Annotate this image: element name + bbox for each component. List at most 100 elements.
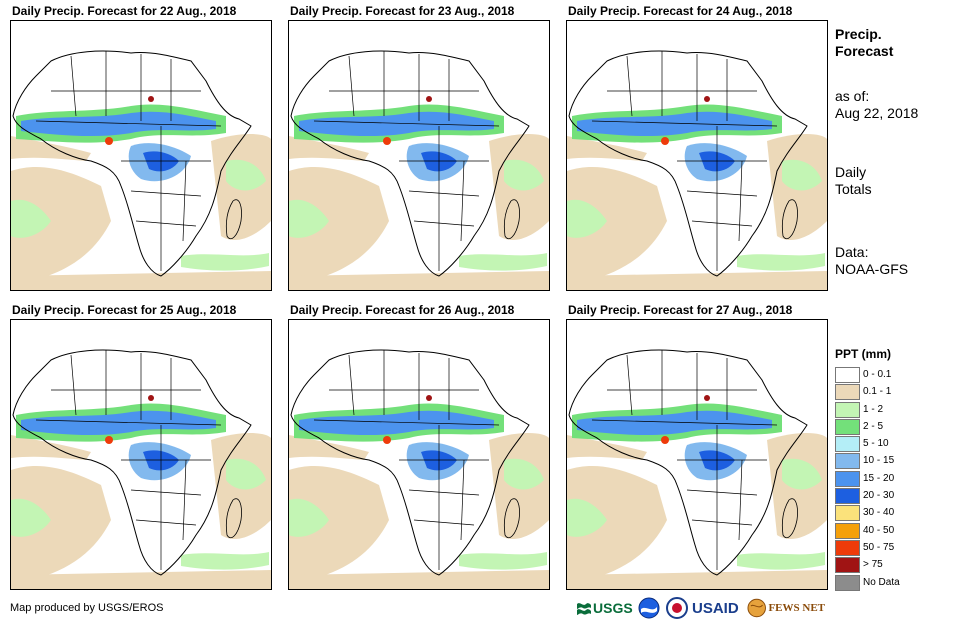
- heavy-rain-cell: [148, 395, 154, 401]
- africa-map: [289, 50, 549, 290]
- dry-zone-bottom: [567, 570, 827, 589]
- legend-label: 30 - 40: [863, 507, 895, 519]
- country-borders: [591, 350, 778, 570]
- usaid-seal: [666, 596, 690, 620]
- as-of-date: Aug 22, 2018: [835, 105, 919, 121]
- legend-label: 20 - 30: [863, 490, 895, 502]
- legend-swatch: [835, 401, 860, 418]
- panel-title: Daily Precip. Forecast for 24 Aug., 2018: [568, 4, 793, 18]
- africa-map: [567, 349, 827, 589]
- dry-zone-bottom: [289, 570, 549, 589]
- rain-belt-core: [299, 111, 494, 137]
- dry-zone-atlantic-north: [11, 136, 91, 161]
- forecast-panel-24-aug: Daily Precip. Forecast for 24 Aug., 2018: [566, 4, 828, 291]
- legend-label: 50 - 75: [863, 541, 895, 553]
- usgs-logo: USGS: [577, 596, 635, 620]
- madagascar-outline: [781, 498, 798, 539]
- madagascar-outline: [503, 199, 520, 240]
- light-rain-west-ocean: [289, 199, 329, 238]
- rain-belt-core: [21, 111, 216, 137]
- dry-zone-atlantic-north: [567, 136, 647, 161]
- africa-map: [11, 50, 271, 290]
- map-frame: [566, 319, 828, 590]
- legend-label: 15 - 20: [863, 472, 895, 484]
- country-borders: [591, 51, 778, 271]
- light-rain-west-ocean: [567, 199, 607, 238]
- legend-swatch: [835, 522, 860, 539]
- fews-text: FEWS NET: [768, 602, 825, 614]
- dry-zone-bottom: [289, 271, 549, 290]
- light-rain-indian: [504, 159, 544, 191]
- africa-map: [567, 50, 827, 290]
- heavy-rain-cell: [105, 137, 113, 145]
- map-credit: Map produced by USGS/EROS: [10, 602, 164, 614]
- country-borders: [35, 51, 222, 271]
- dry-zone-atlantic-south: [11, 166, 111, 283]
- noaa-logo: [638, 596, 662, 620]
- madagascar-outline: [225, 199, 242, 240]
- fews-globe-icon: [747, 598, 766, 618]
- light-rain-south: [181, 253, 269, 271]
- dry-zone-atlantic-south: [289, 166, 389, 283]
- dry-zone-atlantic-north: [289, 435, 369, 460]
- light-rain-south: [737, 552, 825, 570]
- light-rain-south: [459, 552, 547, 570]
- map-frame: [288, 20, 550, 291]
- legend-swatch: [835, 488, 860, 505]
- africa-coastline: [290, 349, 530, 576]
- legend-label: 0.1 - 1: [863, 386, 892, 398]
- heavy-rain-cell: [148, 96, 154, 102]
- map-frame: [566, 20, 828, 291]
- panel-title: Daily Precip. Forecast for 27 Aug., 2018: [568, 303, 793, 317]
- as-of-label: as of:: [835, 88, 870, 104]
- light-rain-west-ocean: [567, 498, 607, 537]
- heavy-rain-cell: [704, 96, 710, 102]
- light-rain-west-ocean: [11, 199, 51, 238]
- legend-swatch: [835, 367, 860, 383]
- forecast-panel-25-aug: Daily Precip. Forecast for 25 Aug., 2018: [10, 303, 272, 590]
- light-rain-indian: [782, 159, 822, 191]
- map-frame: [10, 319, 272, 590]
- map-frame: [288, 319, 550, 590]
- dry-zone-atlantic-south: [289, 465, 389, 582]
- legend-swatch: [835, 436, 860, 453]
- legend-label: 1 - 2: [863, 403, 884, 415]
- legend-swatch: [835, 418, 860, 435]
- rain-belt-core: [577, 410, 772, 436]
- usgs-wave-icon: [577, 603, 591, 615]
- dry-zone-bottom: [11, 570, 271, 589]
- africa-map: [289, 349, 549, 589]
- dry-zone-atlantic-south: [567, 465, 667, 582]
- light-rain-west-ocean: [289, 498, 329, 537]
- panel-title: Daily Precip. Forecast for 23 Aug., 2018: [290, 4, 515, 18]
- heavy-rain-cell: [661, 137, 669, 145]
- light-rain-west-ocean: [11, 498, 51, 537]
- legend-label: > 75: [863, 559, 883, 571]
- forecast-panel-22-aug: Daily Precip. Forecast for 22 Aug., 2018: [10, 4, 272, 291]
- dry-zone-atlantic-north: [11, 435, 91, 460]
- light-rain-indian: [226, 458, 266, 490]
- light-rain-south: [737, 253, 825, 271]
- legend-label: 0 - 0.1: [863, 369, 892, 380]
- panel-title: Daily Precip. Forecast for 26 Aug., 2018: [290, 303, 515, 317]
- sidebar-as-of: as of: Aug 22, 2018: [835, 88, 918, 122]
- light-rain-south: [459, 253, 547, 271]
- heavy-rain-cell: [105, 436, 113, 444]
- rain-belt-core: [577, 111, 772, 137]
- legend-label: 5 - 10: [863, 438, 889, 450]
- legend-swatch: [835, 574, 860, 591]
- noaa-seal-icon: [638, 597, 660, 619]
- light-rain-south: [181, 552, 269, 570]
- dry-zone-bottom: [567, 271, 827, 290]
- heavy-rain-cell: [704, 395, 710, 401]
- heavy-rain-cell: [383, 436, 391, 444]
- panel-title: Daily Precip. Forecast for 25 Aug., 2018: [12, 303, 237, 317]
- fews-net-logo: FEWS NET: [747, 596, 825, 620]
- heavy-rain-cell: [383, 137, 391, 145]
- country-borders: [313, 350, 500, 570]
- light-rain-indian: [782, 458, 822, 490]
- dry-zone-atlantic-south: [11, 465, 111, 582]
- sidebar-totals: Daily Totals: [835, 164, 872, 197]
- legend-label: No Data: [863, 576, 900, 588]
- usgs-text: USGS: [593, 600, 633, 616]
